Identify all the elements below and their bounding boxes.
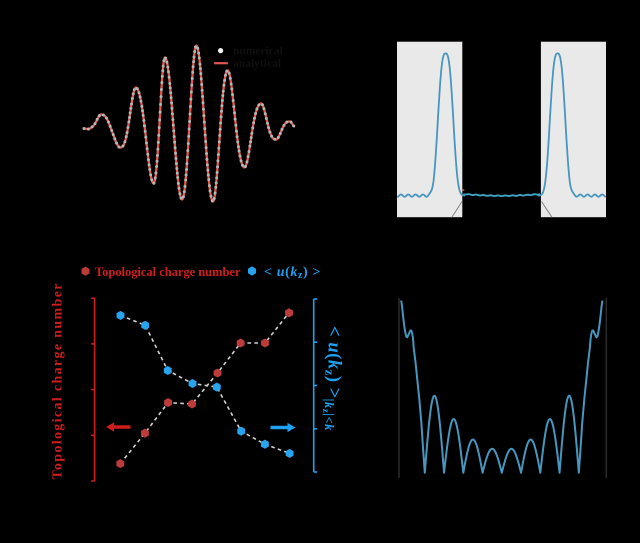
svg-text:Topological charge number: Topological charge number: [95, 265, 241, 279]
svg-text:numerical: numerical: [233, 46, 283, 58]
svg-text:< u(kz) >: < u(kz) >: [264, 265, 321, 281]
svg-text:analytical: analytical: [233, 58, 281, 70]
svg-text:Topological charge number: Topological charge number: [51, 284, 66, 480]
